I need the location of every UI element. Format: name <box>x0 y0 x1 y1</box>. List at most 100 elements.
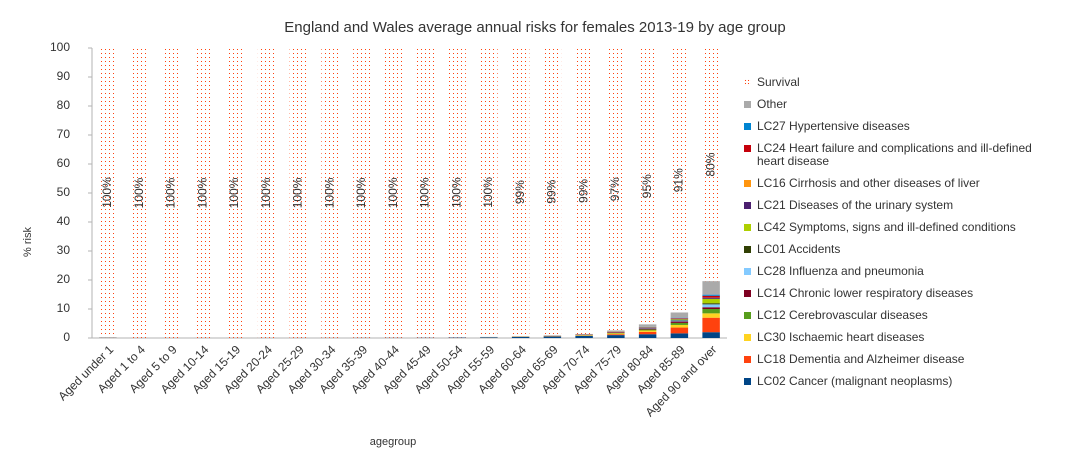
chart-title: England and Wales average annual risks f… <box>284 19 785 36</box>
legend-label: LC21 Diseases of the urinary system <box>757 198 954 212</box>
legend-label: LC18 Dementia and Alzheimer disease <box>757 352 965 366</box>
bar-segment <box>575 335 593 338</box>
legend-swatch <box>744 378 751 385</box>
legend: Survival Other LC27 Hypertensive diseases L… <box>744 76 1054 397</box>
legend-label: LC16 Cirrhosis and other diseases of liv… <box>757 176 980 190</box>
bar-segment <box>638 329 657 331</box>
data-label: 80% <box>703 152 717 176</box>
bar-segment <box>670 320 689 322</box>
legend-label: LC30 Ischaemic heart diseases <box>757 330 925 344</box>
bar-segment <box>543 336 562 338</box>
bar-segment <box>638 330 657 332</box>
legend-label: Survival <box>757 75 800 89</box>
bar-segment <box>638 328 657 330</box>
data-label: 100% <box>354 177 368 208</box>
data-label: 100% <box>322 177 336 208</box>
data-label: 100% <box>259 177 273 208</box>
data-label: 100% <box>195 177 209 208</box>
bar-segment <box>702 304 720 308</box>
legend-label: LC27 Hypertensive diseases <box>757 119 910 133</box>
data-label: 100% <box>449 177 463 208</box>
legend-item: Other <box>744 98 1054 120</box>
bar-segment <box>702 313 720 318</box>
legend-swatch <box>744 290 751 297</box>
legend-item: LC30 Ischaemic heart diseases <box>744 331 1054 353</box>
bar-segment <box>607 332 625 333</box>
bar-segment <box>670 322 689 325</box>
data-label: 100% <box>291 177 305 208</box>
bar-segment <box>702 307 720 309</box>
legend-label: LC24 Heart failure and complications and… <box>757 141 1032 168</box>
bar-segment <box>638 331 657 335</box>
legend-item: LC01 Accidents <box>744 243 1054 265</box>
legend-label: LC01 Accidents <box>757 242 841 256</box>
legend-item: LC12 Cerebrovascular diseases <box>744 309 1054 331</box>
y-tick-label: 10 <box>57 301 71 315</box>
bar-segment <box>670 324 689 328</box>
bar-segment <box>511 48 530 337</box>
bar-segment <box>511 336 530 338</box>
bar-segment <box>416 48 435 338</box>
y-axis-title: % risk <box>22 227 34 257</box>
legend-swatch <box>744 180 751 187</box>
bar-segment <box>670 321 689 323</box>
legend-item: LC14 Chronic lower respiratory diseases <box>744 287 1054 309</box>
bar-segment <box>480 337 498 338</box>
y-tick-label: 90 <box>57 69 71 83</box>
legend-swatch <box>744 145 751 152</box>
bar-segment <box>448 48 466 338</box>
legend-label: LC12 Cerebrovascular diseases <box>757 308 928 322</box>
y-tick-label: 0 <box>63 330 70 344</box>
bar-segment <box>321 48 339 338</box>
legend-swatch <box>744 268 751 275</box>
bar-segment <box>702 332 720 338</box>
bar-segment <box>99 337 117 338</box>
y-tick-label: 60 <box>57 156 71 170</box>
bar-segment <box>607 332 625 334</box>
data-label: 97% <box>608 177 622 201</box>
bar-segment <box>670 319 689 321</box>
y-tick-label: 20 <box>57 272 71 286</box>
bar-segment <box>289 48 308 338</box>
bar-segment <box>702 281 720 295</box>
legend-swatch <box>744 123 751 130</box>
bar-segment <box>638 324 657 327</box>
legend-item: LC16 Cirrhosis and other diseases of liv… <box>744 177 1054 199</box>
bar-segment <box>702 303 720 305</box>
legend-item: LC27 Hypertensive diseases <box>744 120 1054 142</box>
y-tick-label: 30 <box>57 243 71 257</box>
bar-segment <box>702 48 720 282</box>
bar-segment <box>702 294 720 296</box>
legend-label: LC28 Influenza and pneumonia <box>757 264 924 278</box>
bar-segment <box>480 48 498 337</box>
y-tick-label: 70 <box>57 127 71 141</box>
bar-segment <box>99 48 117 338</box>
bar-segment <box>384 48 403 338</box>
legend-swatch <box>744 312 751 319</box>
legend-label: LC14 Chronic lower respiratory diseases <box>757 286 974 300</box>
bar-segment <box>226 48 244 338</box>
bar-segment <box>702 297 720 299</box>
x-axis-title: agegroup <box>370 436 417 448</box>
bar-segment <box>543 48 562 336</box>
data-label: 99% <box>576 179 590 203</box>
bar-segment <box>575 48 593 334</box>
legend-item: LC24 Heart failure and complications and… <box>744 142 1054 177</box>
legend-item: LC28 Influenza and pneumonia <box>744 265 1054 287</box>
y-tick-label: 80 <box>57 98 71 112</box>
data-label: 100% <box>164 177 178 208</box>
bar-segment <box>130 48 149 338</box>
legend-label: LC02 Cancer (malignant neoplasms) <box>757 374 953 388</box>
legend-swatch <box>744 356 751 363</box>
y-tick-label: 100 <box>50 40 70 54</box>
bar-segment <box>257 48 276 338</box>
legend-item: LC02 Cancer (malignant neoplasms) <box>744 375 1054 397</box>
bar-segment <box>702 295 720 298</box>
legend-swatch <box>744 101 751 108</box>
data-label: 100% <box>100 177 114 208</box>
bar-segment <box>607 330 625 332</box>
y-tick-label: 50 <box>57 185 71 199</box>
bar-segment <box>670 312 689 318</box>
